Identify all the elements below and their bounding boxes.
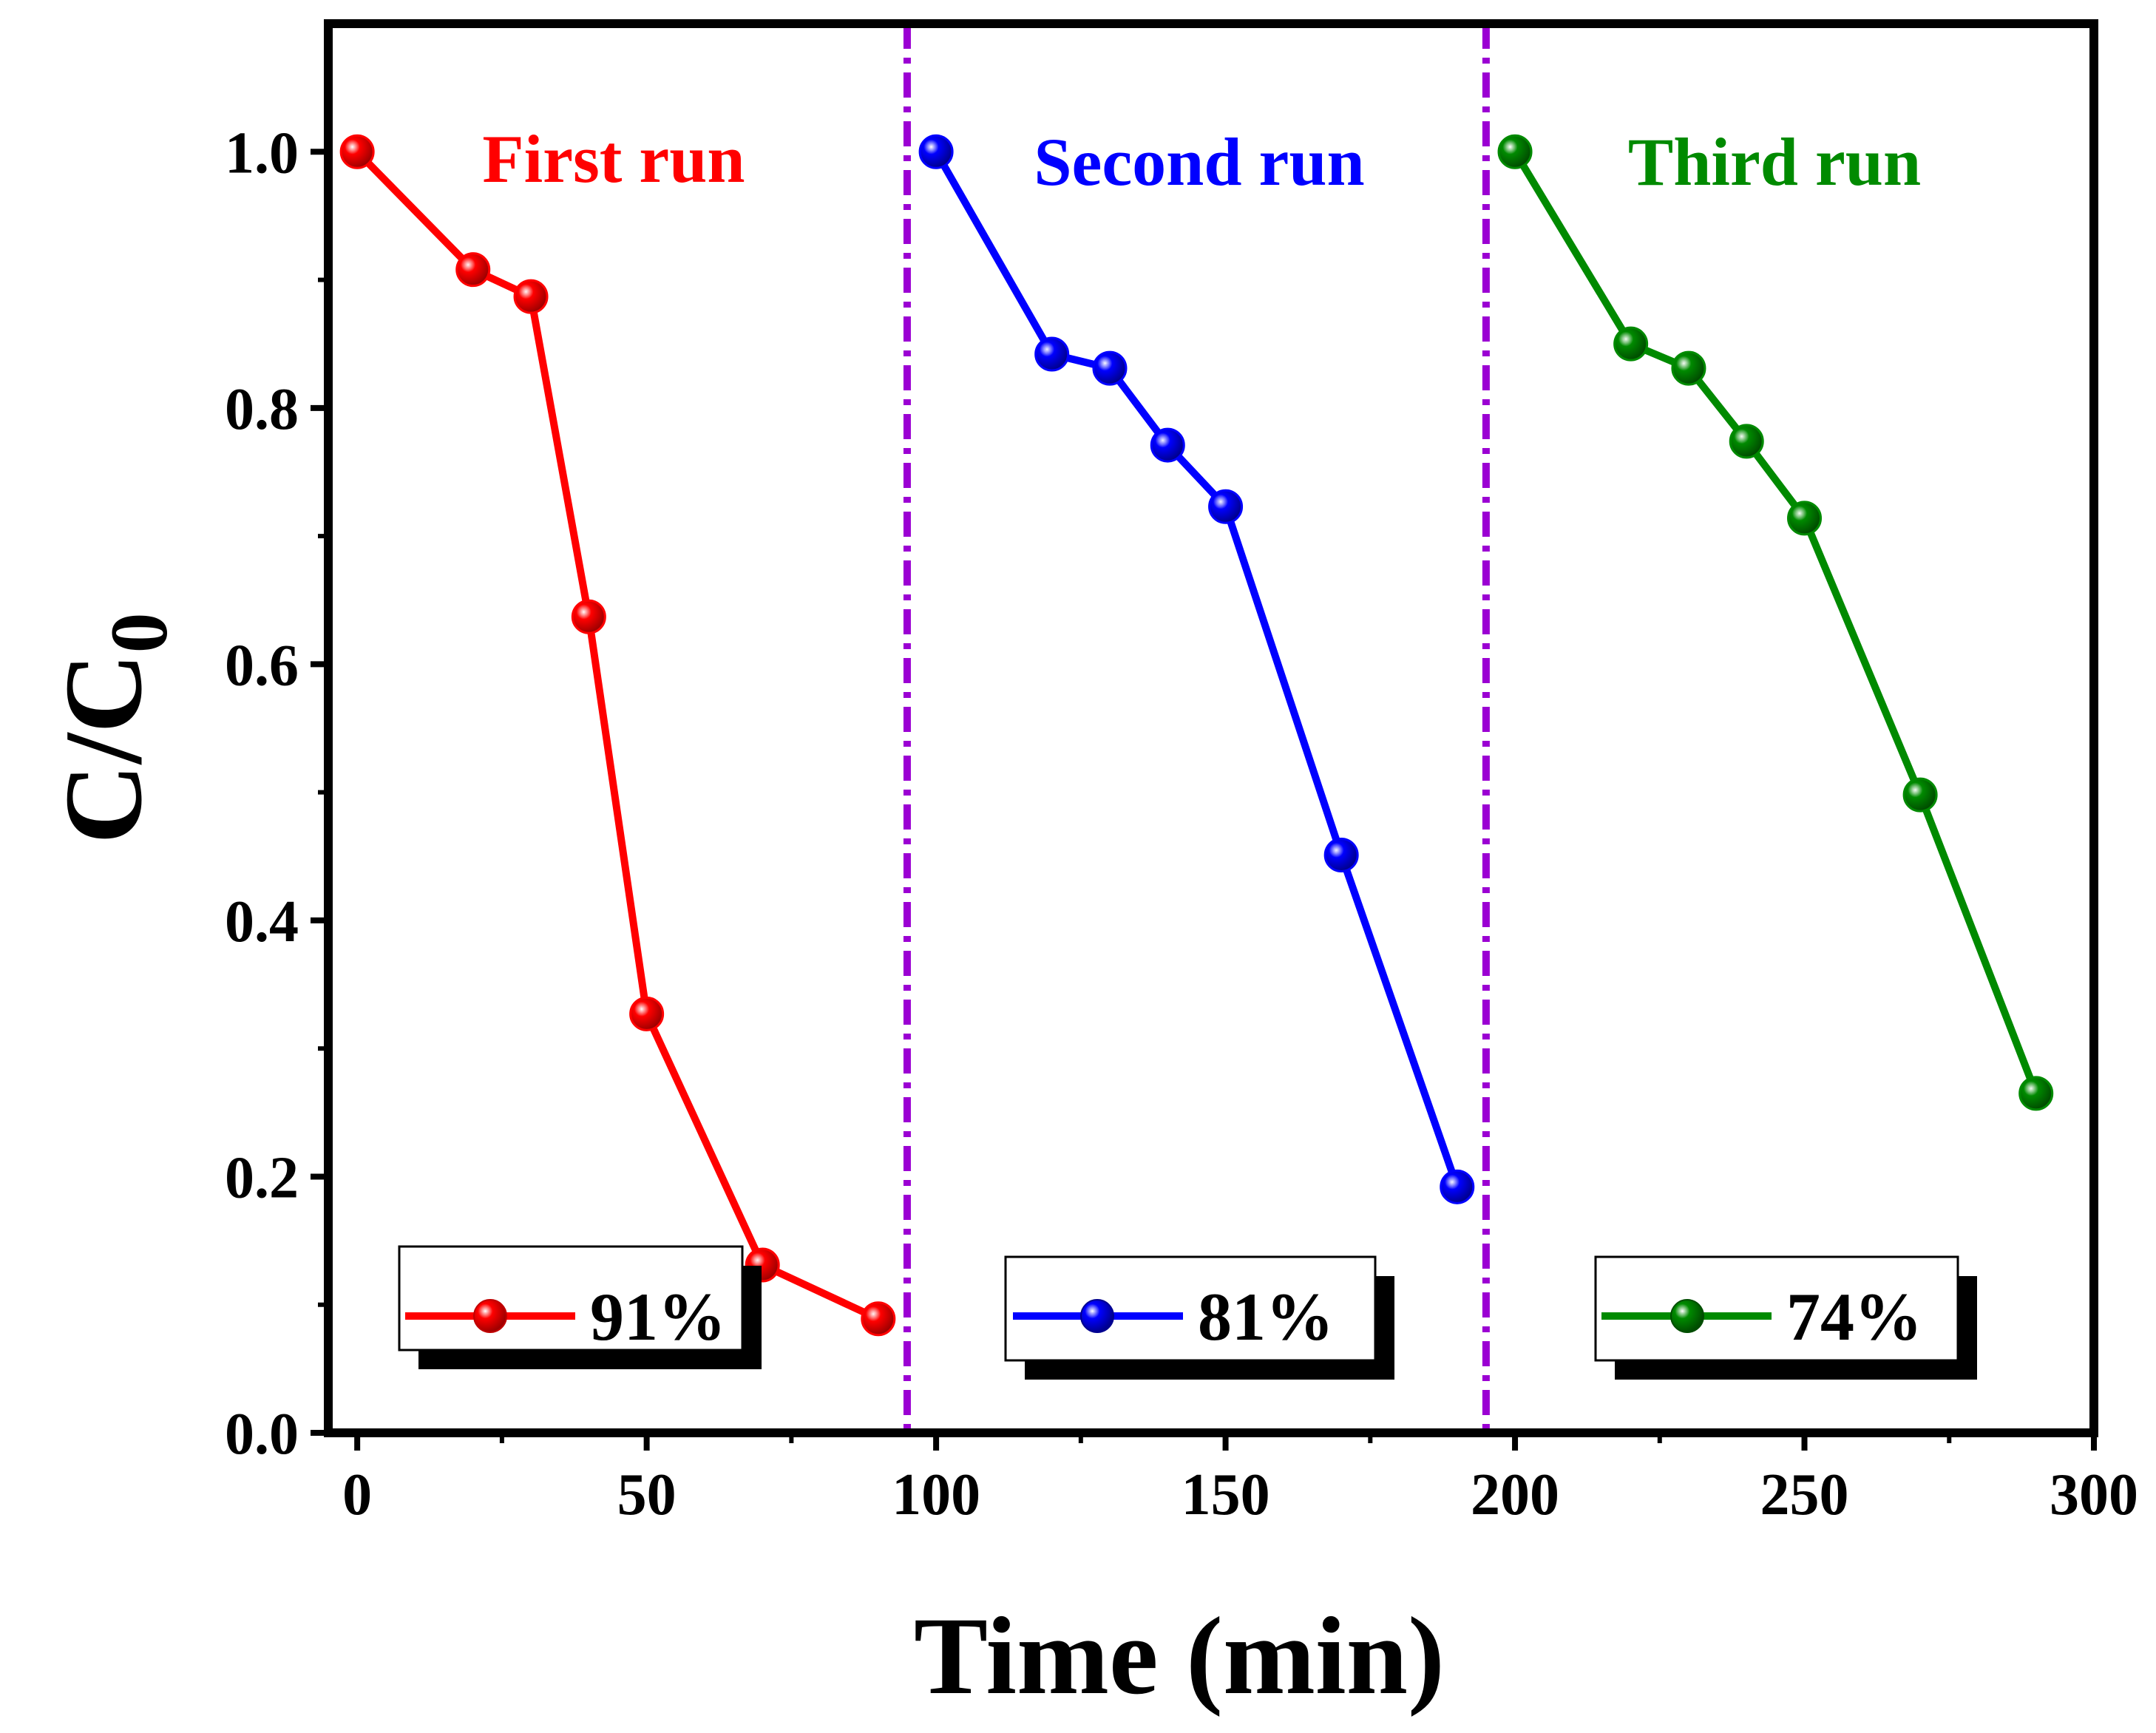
axis-tick-labels: 0 50 100 150 200 250 300 0.0 0.2 0.4 0.6 0.8 1.0 bbox=[225, 121, 2138, 1527]
x-tick-label: 200 bbox=[1471, 1462, 1559, 1527]
data-point bbox=[861, 1301, 896, 1337]
run-label-third: Third run bbox=[1628, 124, 1921, 200]
series-2 bbox=[1497, 134, 2054, 1111]
data-point bbox=[2018, 1076, 2054, 1111]
y-axis-title: C/C0 bbox=[42, 612, 184, 844]
data-point bbox=[1787, 501, 1823, 536]
series-layer bbox=[339, 134, 2054, 1337]
legend-third: 74% bbox=[1594, 1255, 1977, 1380]
run-label-second: Second run bbox=[1034, 124, 1364, 200]
legend-label-third: 74% bbox=[1786, 1279, 1922, 1354]
y-tick-label: 0.4 bbox=[225, 889, 299, 954]
x-axis-title: Time (min) bbox=[914, 1595, 1445, 1717]
data-point bbox=[1613, 326, 1649, 362]
x-tick-label: 100 bbox=[892, 1462, 980, 1527]
x-tick-label: 300 bbox=[2050, 1462, 2138, 1527]
y-tick-label: 0.6 bbox=[225, 633, 299, 698]
data-point bbox=[1323, 838, 1359, 873]
data-point bbox=[513, 279, 549, 314]
data-point bbox=[1208, 489, 1244, 524]
x-tick-label: 0 bbox=[342, 1462, 372, 1527]
data-point bbox=[1902, 777, 1938, 813]
legend-marker-first bbox=[473, 1299, 507, 1333]
x-tick-label: 150 bbox=[1182, 1462, 1270, 1527]
legend-marker-third bbox=[1670, 1299, 1704, 1333]
data-point bbox=[339, 134, 375, 169]
y-tick-label: 1.0 bbox=[225, 121, 299, 186]
y-axis-title-main: C/C bbox=[42, 653, 165, 844]
legend-label-second: 81% bbox=[1198, 1279, 1334, 1354]
y-axis-title-sub: 0 bbox=[94, 612, 184, 653]
data-point bbox=[1729, 424, 1764, 459]
series-0 bbox=[339, 134, 896, 1337]
data-point bbox=[1034, 336, 1070, 372]
legend-first: 91% bbox=[398, 1245, 762, 1369]
data-point bbox=[1150, 427, 1185, 463]
y-tick-label: 0.2 bbox=[225, 1145, 299, 1210]
legend-label-first: 91% bbox=[590, 1279, 726, 1354]
legend-marker-second bbox=[1080, 1299, 1114, 1333]
series-line-0 bbox=[354, 149, 880, 1323]
series-line-2 bbox=[1511, 149, 2040, 1095]
run-label-first: First run bbox=[482, 121, 745, 197]
run-dividers bbox=[903, 24, 1490, 1433]
data-point bbox=[1497, 134, 1533, 169]
data-point bbox=[629, 996, 665, 1031]
y-tick-label: 0.8 bbox=[225, 377, 299, 442]
series-1 bbox=[918, 134, 1475, 1204]
data-point bbox=[1092, 350, 1128, 386]
data-point bbox=[1440, 1169, 1475, 1204]
legend-second: 81% bbox=[1004, 1255, 1394, 1380]
data-point bbox=[918, 134, 954, 169]
x-tick-label: 50 bbox=[617, 1462, 677, 1527]
x-tick-label: 250 bbox=[1760, 1462, 1849, 1527]
axis-ticks bbox=[311, 149, 2097, 1451]
data-point bbox=[571, 599, 606, 634]
data-point bbox=[455, 252, 491, 288]
y-tick-label: 0.0 bbox=[225, 1402, 299, 1467]
data-point bbox=[1671, 350, 1706, 386]
plot-frame bbox=[324, 19, 2098, 1437]
series-line-1 bbox=[932, 149, 1461, 1188]
